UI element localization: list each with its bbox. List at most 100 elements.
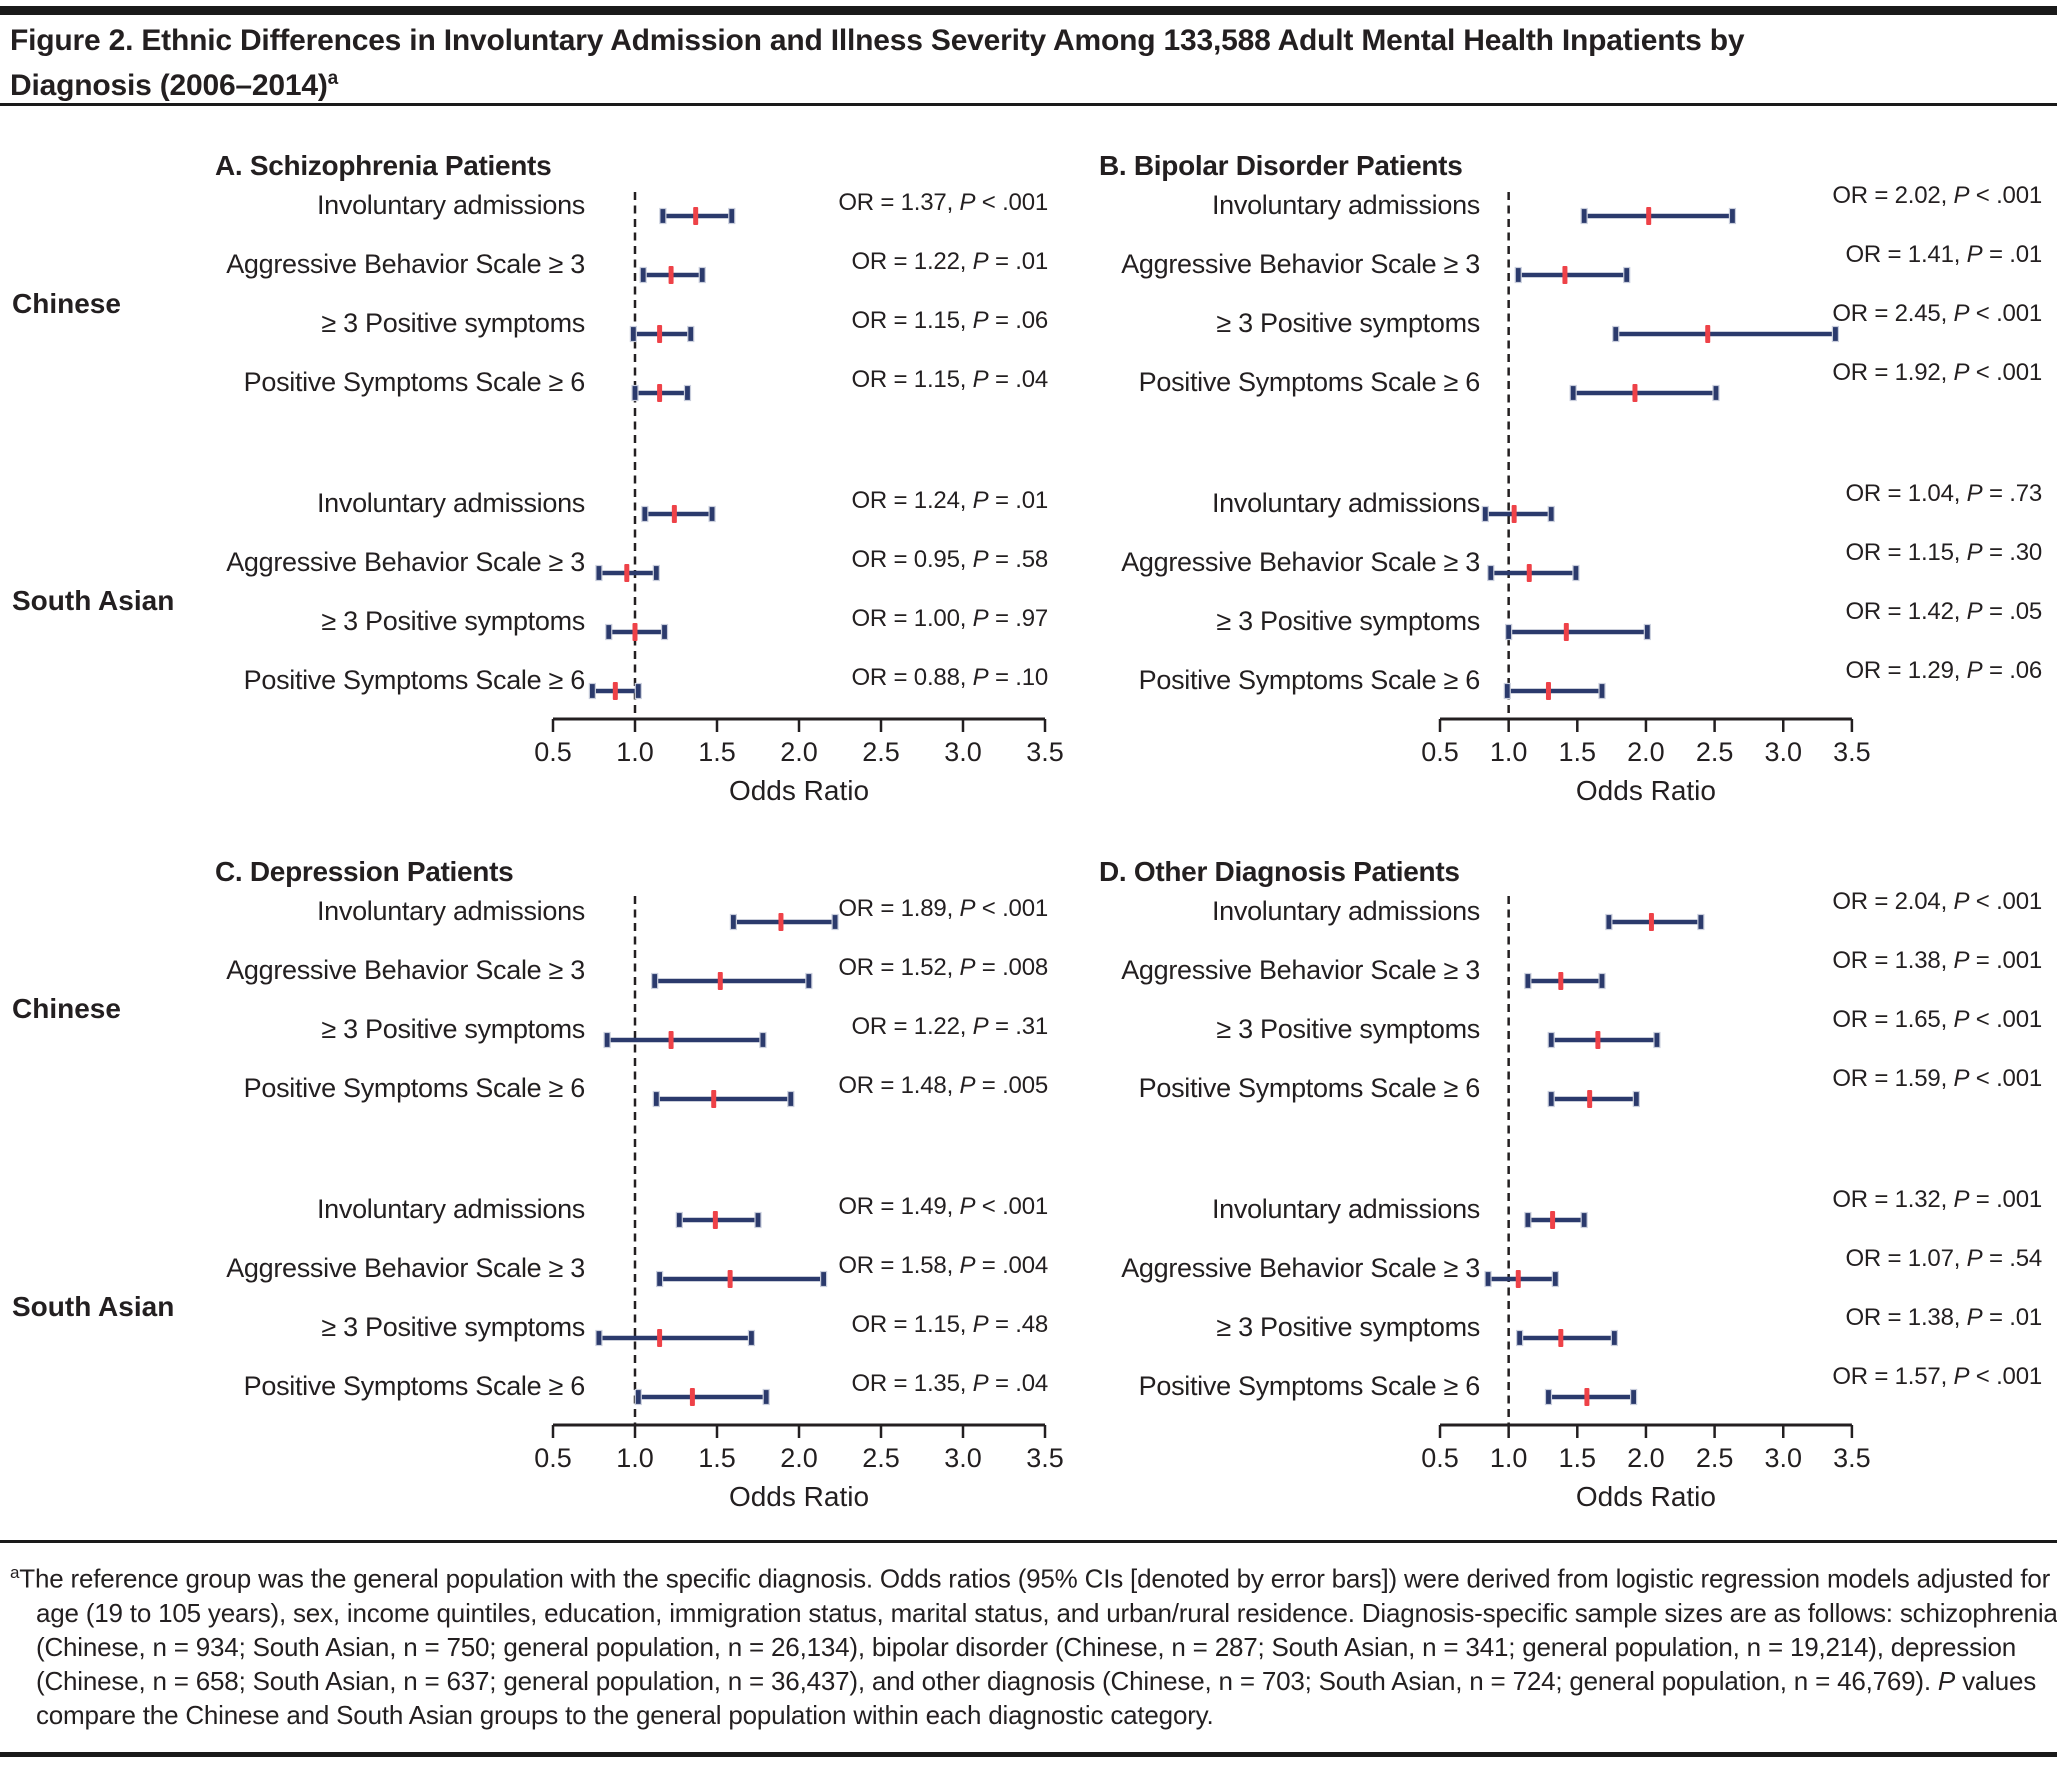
or-annotation: OR = 1.15, P = .04 (578, 366, 1048, 396)
or-annotation: OR = 1.22, P = .31 (578, 1013, 1048, 1043)
or-value-text: OR = 1.15, (1845, 539, 1961, 566)
or-value-text: OR = 1.35, (851, 1370, 967, 1397)
group-label-south-asian-top: South Asian (12, 585, 175, 616)
p-value-text: < .001 (1975, 1006, 2042, 1033)
or-annotation: OR = 1.37, P < .001 (578, 189, 1048, 219)
or-value-text: OR = 1.41, (1845, 241, 1961, 268)
measure-label: Involuntary admissions (1211, 190, 1480, 220)
or-annotation: OR = 1.04, P = .73 (1572, 480, 2042, 510)
measure-label: Aggressive Behavior Scale ≥ 3 (1121, 547, 1480, 577)
p-value-text: = .001 (1975, 947, 2042, 974)
or-value-text: OR = 1.24, (851, 487, 967, 514)
p-value-text: < .001 (981, 1193, 1048, 1220)
figure-title-line2: Diagnosis (2006–2014) (10, 69, 328, 102)
axis-tick-label: 3.0 (944, 737, 982, 767)
p-value-text: = .30 (1988, 539, 2042, 566)
or-value-text: OR = 1.00, (851, 605, 967, 632)
measure-label: ≥ 3 Positive symptoms (1216, 308, 1480, 338)
measure-label: Aggressive Behavior Scale ≥ 3 (226, 547, 585, 577)
or-annotation: OR = 1.52, P = .008 (578, 954, 1048, 984)
measure-label: Involuntary admissions (316, 488, 585, 518)
or-value-text: OR = 1.04, (1845, 480, 1961, 507)
axis-tick-label: 1.5 (698, 1443, 736, 1473)
x-axis-title: Odds Ratio (728, 775, 870, 806)
axis-tick-label: 1.5 (698, 737, 736, 767)
or-value-text: OR = 1.42, (1845, 598, 1961, 625)
measure-label: ≥ 3 Positive symptoms (1216, 1312, 1480, 1342)
ci-cap (1524, 1211, 1532, 1229)
measure-label: Positive Symptoms Scale ≥ 6 (243, 1073, 586, 1103)
group-label-chinese-bottom: Chinese (12, 993, 121, 1024)
axis-tick-label: 0.5 (534, 1443, 572, 1473)
measure-label: Aggressive Behavior Scale ≥ 3 (1121, 1253, 1480, 1283)
or-value-text: OR = 1.49, (838, 1193, 954, 1220)
p-value-text: = .73 (1988, 480, 2042, 507)
p-italic: P (1953, 1006, 1970, 1033)
measure-label: Positive Symptoms Scale ≥ 6 (1138, 1371, 1481, 1401)
axis-tick-label: 0.5 (1421, 1443, 1459, 1473)
or-marker (1526, 564, 1532, 582)
axis-tick-label: 2.0 (1627, 737, 1665, 767)
footnote-sup: a (10, 1563, 20, 1582)
or-value-text: OR = 1.22, (851, 1013, 967, 1040)
footnote-divider-rule (0, 1540, 2057, 1543)
ci-cap (1547, 505, 1555, 523)
axis-tick-label: 1.5 (1558, 737, 1597, 767)
ci-cap (1547, 1090, 1555, 1108)
panel-a-title: A. Schizophrenia Patients (215, 150, 552, 181)
p-value-text: = .05 (1988, 598, 2042, 625)
or-value-text: OR = 1.07, (1845, 1245, 1961, 1272)
p-italic: P (959, 954, 976, 981)
x-axis-title: Odds Ratio (1575, 1481, 1716, 1512)
ci-cap (1551, 1270, 1559, 1288)
axis-tick-label: 1.0 (1489, 1443, 1528, 1473)
or-marker (1515, 1270, 1521, 1288)
ci-cap (1514, 266, 1522, 284)
or-value-text: OR = 1.48, (838, 1072, 954, 1099)
measure-label: Involuntary admissions (316, 190, 585, 220)
p-italic: P (1953, 1186, 1970, 1213)
measure-label: ≥ 3 Positive symptoms (1216, 1014, 1480, 1044)
axis-tick-label: 2.0 (1627, 1443, 1665, 1473)
ci-cap (1547, 1031, 1555, 1049)
p-value-text: = .008 (981, 954, 1048, 981)
or-annotation: OR = 1.41, P = .01 (1572, 241, 2042, 271)
axis-tick-label: 3.5 (1026, 1443, 1064, 1473)
footnote-p-italic: P (1937, 1665, 1956, 1696)
p-italic: P (972, 605, 989, 632)
p-value-text: = .04 (994, 366, 1048, 393)
group-label-chinese-top: Chinese (12, 288, 121, 319)
or-marker (1511, 505, 1517, 523)
p-value-text: = .10 (994, 664, 1048, 691)
or-annotation: OR = 0.88, P = .10 (578, 664, 1048, 694)
or-annotation: OR = 1.42, P = .05 (1572, 598, 2042, 628)
p-italic: P (972, 307, 989, 334)
or-annotation: OR = 1.35, P = .04 (578, 1370, 1048, 1400)
p-italic: P (1953, 359, 1970, 386)
p-italic: P (972, 664, 989, 691)
x-axis-title: Odds Ratio (1575, 775, 1716, 806)
footnote-marker: a (327, 68, 339, 89)
or-annotation: OR = 1.49, P < .001 (578, 1193, 1048, 1223)
p-value-text: = .01 (994, 248, 1048, 275)
p-value-text: = .54 (1988, 1245, 2042, 1272)
axis-tick-label: 2.0 (780, 737, 818, 767)
or-value-text: OR = 1.37, (838, 189, 954, 216)
p-value-text: < .001 (1975, 182, 2042, 209)
measure-label: ≥ 3 Positive symptoms (1216, 606, 1480, 636)
measure-label: ≥ 3 Positive symptoms (321, 1014, 585, 1044)
p-italic: P (1966, 1304, 1983, 1331)
p-value-text: = .004 (981, 1252, 1048, 1279)
axis-tick-label: 1.0 (616, 737, 654, 767)
or-annotation: OR = 0.95, P = .58 (578, 546, 1048, 576)
or-annotation: OR = 1.89, P < .001 (578, 895, 1048, 925)
ci-cap (1505, 623, 1513, 641)
measure-label: Involuntary admissions (1211, 896, 1480, 926)
measure-label: Positive Symptoms Scale ≥ 6 (1138, 665, 1481, 695)
axis-tick-label: 1.5 (1558, 1443, 1597, 1473)
measure-label: Aggressive Behavior Scale ≥ 3 (226, 249, 585, 279)
axis-tick-label: 3.0 (1764, 737, 1803, 767)
measure-label: Positive Symptoms Scale ≥ 6 (243, 367, 586, 397)
p-italic: P (959, 189, 976, 216)
